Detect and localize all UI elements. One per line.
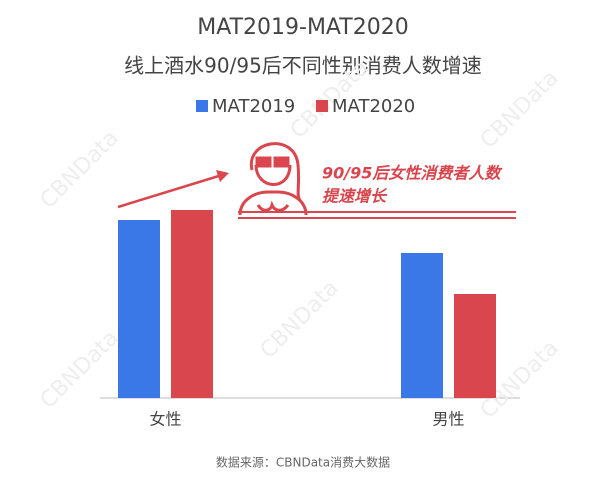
x-tick-label: 男性 bbox=[432, 410, 464, 429]
chart-title: MAT2019-MAT2020 bbox=[197, 15, 408, 40]
bar bbox=[454, 294, 496, 398]
source: 数据来源：CBNData消费大数据 bbox=[216, 455, 390, 470]
annotation: 提速增长 bbox=[322, 187, 388, 206]
watermark: CBNData bbox=[256, 276, 344, 364]
bar bbox=[171, 210, 213, 398]
annotation: 90/95后女性消费者人数 bbox=[322, 164, 503, 183]
trend-arrow bbox=[117, 173, 223, 209]
bar bbox=[118, 220, 160, 398]
watermark: CBNData bbox=[36, 126, 124, 214]
legend-swatch bbox=[316, 100, 328, 112]
woman-icon bbox=[238, 142, 308, 216]
legend-swatch bbox=[196, 100, 208, 112]
arrow-head bbox=[216, 170, 229, 182]
chart-subtitle: 线上酒水90/95后不同性别消费人数增速 bbox=[124, 54, 482, 78]
legend-label: MAT2020 bbox=[332, 96, 415, 117]
watermark: CBNData bbox=[476, 66, 564, 154]
bar bbox=[401, 253, 443, 398]
x-tick-label: 女性 bbox=[149, 410, 181, 429]
legend-label: MAT2019 bbox=[212, 96, 295, 117]
watermark: CBNData bbox=[36, 326, 124, 414]
